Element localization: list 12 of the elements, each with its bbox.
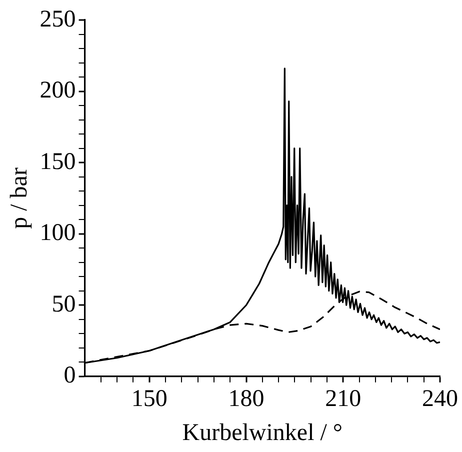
- y-tick-label: 100: [40, 220, 76, 246]
- y-tick-label: 200: [40, 78, 76, 104]
- x-tick-label: 180: [228, 386, 264, 412]
- y-tick-label: 50: [52, 291, 76, 318]
- y-tick-label: 0: [64, 362, 76, 389]
- x-axis-title: Kurbelwinkel / °: [182, 420, 343, 446]
- x-tick-label: 150: [131, 386, 168, 412]
- x-tick-label: 210: [325, 386, 362, 412]
- y-axis-title: p / bar: [6, 168, 33, 229]
- y-tick-label: 250: [40, 6, 76, 32]
- x-tick-label: 240: [422, 386, 458, 412]
- y-tick-label: 150: [40, 148, 76, 175]
